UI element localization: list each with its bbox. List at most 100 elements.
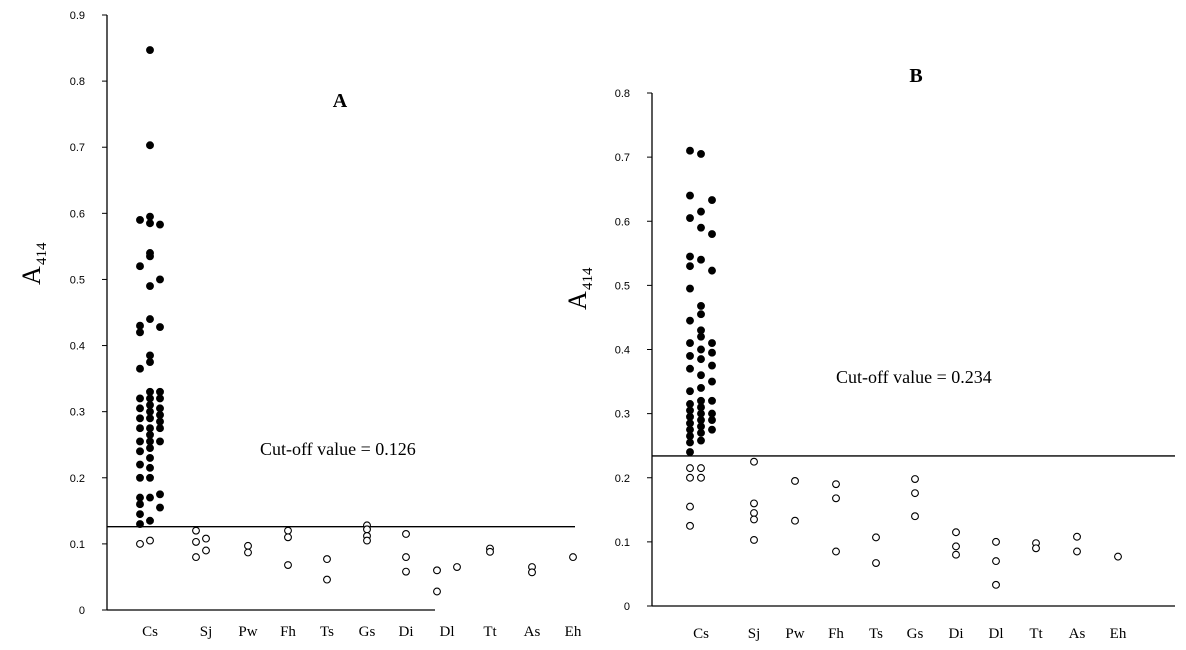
panel-b-negative-point [750, 536, 758, 544]
panel-a-y-axis-label: A [17, 266, 46, 285]
panel-b-negative-point [750, 457, 758, 466]
panel-a-y-tick-label: 0.5 [70, 274, 85, 286]
panel-b-negative-point [791, 516, 799, 525]
panel-b-positive-point [708, 339, 716, 348]
panel-a-negative-point [284, 526, 292, 535]
panel-a-positive-point [146, 437, 154, 446]
panel-b-positive-point [686, 412, 694, 421]
panel-a-x-tick-label: Sj [200, 624, 213, 640]
panel-a-positive-point [156, 323, 164, 331]
panel-b-positive-point [686, 432, 694, 441]
panel-a-positive-point [146, 407, 154, 416]
panel-a-negative-point [486, 547, 494, 556]
panel-a-x-tick-label: Dl [440, 624, 455, 640]
panel-b-negative-point [750, 499, 758, 508]
panel-b-y-tick-label: 0.5 [615, 280, 630, 292]
panel-b-positive-point [686, 438, 694, 447]
panel-b-positive-point [697, 332, 705, 341]
panel-a-positive-point [146, 453, 154, 462]
panel-a-positive-point [136, 404, 144, 413]
panel-a-negative-point [192, 537, 200, 546]
panel-a-negative-point [192, 553, 200, 562]
panel-a-negative-point [363, 536, 371, 545]
panel-b-positive-point [686, 316, 694, 325]
panel-b-positive-point [697, 428, 705, 437]
panel-b-negative-point [750, 509, 758, 517]
panel-a-positive-point [136, 321, 144, 330]
panel-a-positive-point [136, 364, 144, 373]
panel-a-positive-point [146, 282, 154, 291]
panel-a-y-tick-label: 0.1 [70, 539, 85, 551]
panel-b-y-axis-title: A 414 [563, 267, 596, 310]
panel-b-positive-point [686, 351, 694, 360]
panel-a-negative-point [146, 536, 154, 545]
panel-a-positive-point [156, 275, 164, 284]
panel-b-negative-point [992, 580, 1000, 589]
panel-b-x-tick-label: Ts [869, 626, 883, 642]
panel-b-positive-point [708, 409, 716, 418]
panel-b-positive-point [708, 396, 716, 405]
panel-a-positive-point [146, 444, 154, 452]
panel-a-label: A [333, 90, 348, 112]
panel-a-positive-point [146, 463, 154, 472]
panel-a-positive-point [136, 424, 144, 433]
panel-b-positive-point [708, 361, 716, 370]
panel-b-positive-point [697, 403, 705, 412]
panel-b-negative-point [952, 550, 960, 559]
panel-b-positive-point [708, 266, 716, 275]
panel-a-positive-point [136, 394, 144, 403]
panel-b-negative-point [911, 489, 919, 498]
panel-a-negative-point [363, 525, 371, 534]
panel-a-negative-point [528, 568, 536, 577]
panel-b-negative-point [952, 528, 960, 537]
panel-b-negative-point [911, 475, 919, 483]
panel-a-positive-point [136, 328, 144, 337]
panel-a-negative-point [202, 546, 210, 555]
panel-b-y-axis-label-sub: 414 [580, 267, 596, 290]
panel-a-positive-point [136, 215, 144, 224]
panel-b-negative-point [1073, 532, 1081, 541]
panel-b-y-tick-label: 0 [624, 601, 630, 613]
panel-b-positive-point [697, 207, 705, 216]
panel-b-positive-point [708, 377, 716, 386]
panel-b-negative-point [952, 542, 960, 551]
panel-b-positive-point [697, 436, 705, 445]
panel-a-positive-point [146, 430, 154, 439]
panel-a-positive-point [146, 358, 154, 367]
panel-a-positive-point [146, 493, 154, 502]
panel-b-positive-point [697, 345, 705, 354]
panel-a-y-tick-label: 0.4 [70, 341, 85, 353]
panel-b-y-axis-label: A [563, 291, 592, 310]
panel-a-positive-point [156, 387, 164, 396]
panel-b-positive-point [686, 425, 694, 434]
panel-b-positive-point [697, 149, 705, 158]
panel-b-positive-point [708, 416, 716, 424]
panel-a-positive-point [156, 417, 164, 426]
panel-a-positive-point [146, 212, 154, 221]
panel-b-negative-point [1114, 552, 1122, 561]
panel-a-positive-point [156, 220, 164, 229]
panel-a-chart: A Cut-off value = 0.126 A 414 0 0.1 0.2 0.3… [17, 10, 582, 640]
panel-b-positive-point [697, 396, 705, 405]
panel-b-negative-point [750, 515, 758, 524]
panel-a-y-axis-label-sub: 414 [34, 242, 50, 265]
panel-b-negative-point [791, 477, 799, 485]
panel-a-positive-point [136, 510, 144, 519]
panel-b-negative-point [832, 480, 840, 489]
panel-a-positive-point [146, 414, 154, 423]
panel-a-x-tick-label: Eh [565, 624, 582, 640]
panel-a-positive-point [156, 394, 164, 403]
panel-b-positive-point [697, 255, 705, 264]
panel-b-positive-point [697, 301, 705, 310]
panel-b-y-tick-label: 0.3 [615, 409, 630, 421]
panel-a-positive-point [156, 490, 164, 499]
panel-b-negative-point [872, 559, 880, 567]
panel-a-negative-point [453, 563, 461, 571]
panel-b-positive-point [686, 146, 694, 155]
panel-b-positive-point [686, 262, 694, 271]
panel-b-y-tick-label: 0.6 [615, 216, 630, 228]
panel-b-x-tick-label: Di [949, 626, 964, 642]
panel-a-negative-point [402, 567, 410, 576]
panel-a-positive-point [146, 141, 154, 150]
